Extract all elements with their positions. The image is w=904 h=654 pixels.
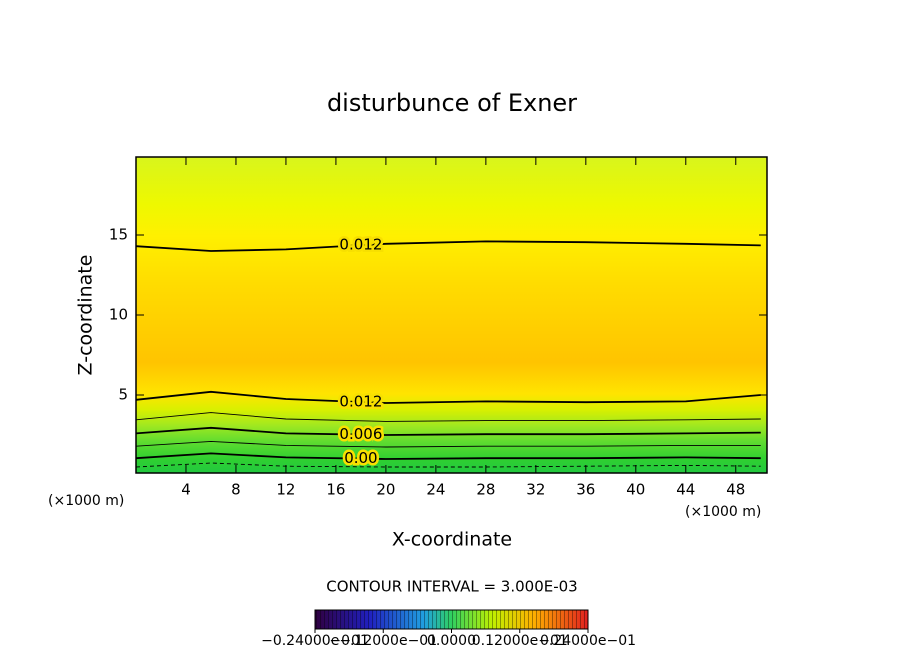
- colorbar-label: 0.12000e−01: [472, 633, 568, 649]
- colorbar-label: −0.12000e−01: [329, 633, 437, 649]
- x-tick-label: 16: [326, 481, 345, 499]
- x-tick-label: 28: [476, 481, 495, 499]
- contour-line: [135, 412, 761, 422]
- contour-line: [135, 390, 761, 404]
- x-tick-label: 24: [426, 481, 445, 499]
- contour-line: [135, 426, 761, 436]
- y-tick-label: 10: [109, 306, 128, 324]
- x-tick-label: 36: [576, 481, 595, 499]
- x-tick-label: 32: [526, 481, 545, 499]
- colorbar-label: 0.24000e−01: [540, 633, 636, 649]
- contour-label: 0.00: [344, 449, 377, 467]
- x-unit-label: (×1000 m): [48, 493, 124, 509]
- contour-label: 0.012: [339, 393, 382, 411]
- footer-note: CONTOUR INTERVAL = 3.000E-03: [326, 578, 577, 596]
- y-tick-label: 5: [118, 386, 128, 404]
- colorbar-label: 0.0000: [427, 633, 476, 649]
- contour-label: 0.006: [339, 425, 382, 443]
- colorbar-label: −0.24000e−01: [261, 633, 369, 649]
- y-tick-label: 15: [109, 226, 128, 244]
- x-tick-label: 20: [376, 481, 395, 499]
- colorbar-stripes: [315, 610, 588, 629]
- y-axis-label: Z-coordinate: [75, 255, 97, 376]
- contour-line: [135, 240, 761, 252]
- contour-label: 0.012: [339, 236, 382, 254]
- x-axis-label: X-coordinate: [392, 529, 512, 551]
- x-unit-label: (×1000 m): [685, 504, 761, 520]
- x-tick-label: 8: [231, 481, 241, 499]
- contour-line: [135, 462, 761, 468]
- x-tick-label: 12: [276, 481, 295, 499]
- contour-line: [135, 452, 761, 460]
- x-tick-label: 4: [181, 481, 191, 499]
- x-tick-label: 40: [626, 481, 645, 499]
- chart-title: disturbunce of Exner: [327, 89, 577, 117]
- contour-field: [136, 157, 767, 473]
- contour-line: [135, 440, 761, 448]
- x-tick-label: 44: [676, 481, 695, 499]
- x-tick-label: 48: [726, 481, 745, 499]
